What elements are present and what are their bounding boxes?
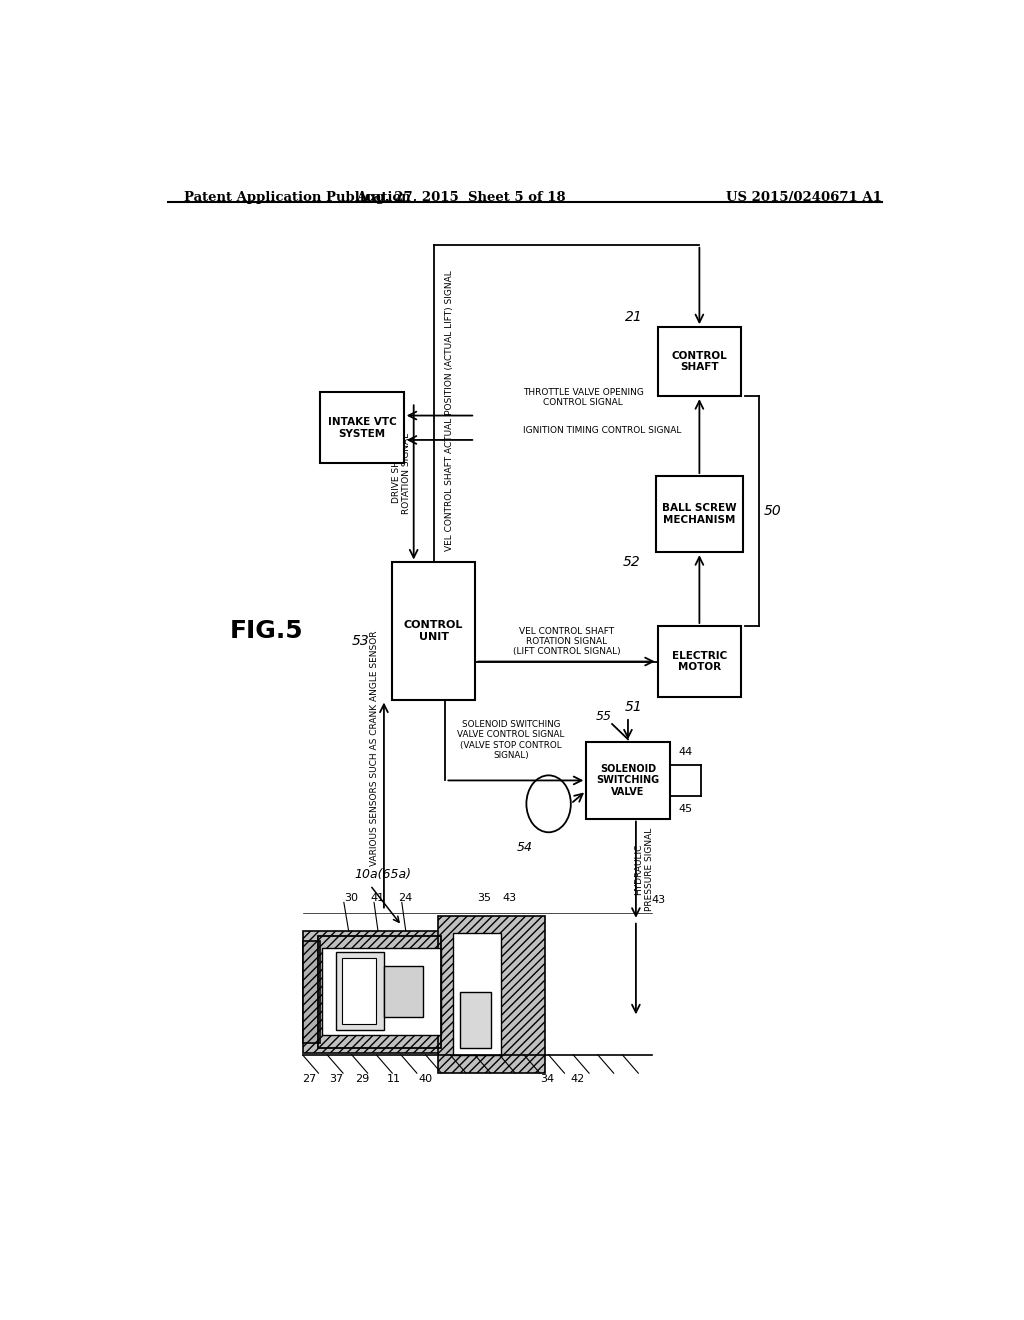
Text: 24: 24 xyxy=(397,894,412,903)
Bar xyxy=(657,626,741,697)
Text: Patent Application Publication: Patent Application Publication xyxy=(183,191,411,203)
Text: SOLENOID
SWITCHING
VALVE: SOLENOID SWITCHING VALVE xyxy=(596,764,659,797)
Text: SOLENOID SWITCHING
VALVE CONTROL SIGNAL
(VALVE STOP CONTROL
SIGNAL): SOLENOID SWITCHING VALVE CONTROL SIGNAL … xyxy=(458,719,564,760)
Bar xyxy=(437,916,545,1073)
Text: ELECTRIC
MOTOR: ELECTRIC MOTOR xyxy=(672,651,727,672)
Text: HYDRAULIC
PRESSURE SIGNAL: HYDRAULIC PRESSURE SIGNAL xyxy=(634,828,653,911)
Bar xyxy=(657,327,741,396)
Text: 43: 43 xyxy=(503,894,517,903)
Bar xyxy=(318,936,441,1048)
Text: 52: 52 xyxy=(623,556,641,569)
Text: 21: 21 xyxy=(625,310,643,323)
Text: 40: 40 xyxy=(419,1074,433,1084)
Text: BALL SCREW
MECHANISM: BALL SCREW MECHANISM xyxy=(663,503,736,525)
Text: 55: 55 xyxy=(596,710,612,723)
Text: 53: 53 xyxy=(351,634,369,648)
Bar xyxy=(587,742,670,818)
Text: THROTTLE VALVE OPENING
CONTROL SIGNAL: THROTTLE VALVE OPENING CONTROL SIGNAL xyxy=(523,388,644,408)
Text: IGNITION TIMING CONTROL SIGNAL: IGNITION TIMING CONTROL SIGNAL xyxy=(523,426,681,434)
Bar xyxy=(655,477,743,552)
Text: 50: 50 xyxy=(764,504,781,517)
Text: 51: 51 xyxy=(625,700,643,714)
Bar xyxy=(323,948,441,1035)
Text: 29: 29 xyxy=(355,1074,370,1084)
Text: VARIOUS SENSORS SUCH AS CRANK ANGLE SENSOR: VARIOUS SENSORS SUCH AS CRANK ANGLE SENS… xyxy=(370,630,379,866)
Text: 45: 45 xyxy=(679,804,692,814)
Text: 44: 44 xyxy=(678,747,692,756)
Bar xyxy=(342,958,376,1024)
Bar xyxy=(303,931,441,1053)
Text: INTAKE VTC
SYSTEM: INTAKE VTC SYSTEM xyxy=(328,417,396,438)
Text: 27: 27 xyxy=(302,1074,316,1084)
Text: 37: 37 xyxy=(329,1074,343,1084)
Text: 42: 42 xyxy=(570,1074,585,1084)
Text: Aug. 27, 2015  Sheet 5 of 18: Aug. 27, 2015 Sheet 5 of 18 xyxy=(356,191,566,203)
Text: 10a(65a): 10a(65a) xyxy=(354,869,412,882)
Text: 35: 35 xyxy=(477,894,492,903)
Text: 11: 11 xyxy=(387,1074,400,1084)
Bar xyxy=(303,941,321,1043)
Text: CONTROL
UNIT: CONTROL UNIT xyxy=(403,620,463,642)
Text: VEL CONTROL SHAFT
ROTATION SIGNAL
(LIFT CONTROL SIGNAL): VEL CONTROL SHAFT ROTATION SIGNAL (LIFT … xyxy=(513,627,621,656)
Text: CONTROL
SHAFT: CONTROL SHAFT xyxy=(672,351,727,372)
Text: 54: 54 xyxy=(517,841,532,854)
Text: 34: 34 xyxy=(541,1074,555,1084)
Text: 30: 30 xyxy=(344,894,357,903)
Bar xyxy=(321,392,403,463)
Bar xyxy=(392,562,475,700)
Bar xyxy=(336,952,384,1031)
Text: US 2015/0240671 A1: US 2015/0240671 A1 xyxy=(726,191,882,203)
Bar xyxy=(384,966,423,1018)
Text: VEL CONTROL SHAFT ACTUAL POSITION (ACTUAL LIFT) SIGNAL: VEL CONTROL SHAFT ACTUAL POSITION (ACTUA… xyxy=(445,271,455,550)
Text: DRIVE SHAFT
ROTATION SIGNAL: DRIVE SHAFT ROTATION SIGNAL xyxy=(392,433,412,513)
Text: 41: 41 xyxy=(370,894,384,903)
Bar xyxy=(454,933,501,1055)
Text: 43: 43 xyxy=(651,895,666,906)
Bar xyxy=(460,991,492,1048)
Text: FIG.5: FIG.5 xyxy=(230,619,304,643)
